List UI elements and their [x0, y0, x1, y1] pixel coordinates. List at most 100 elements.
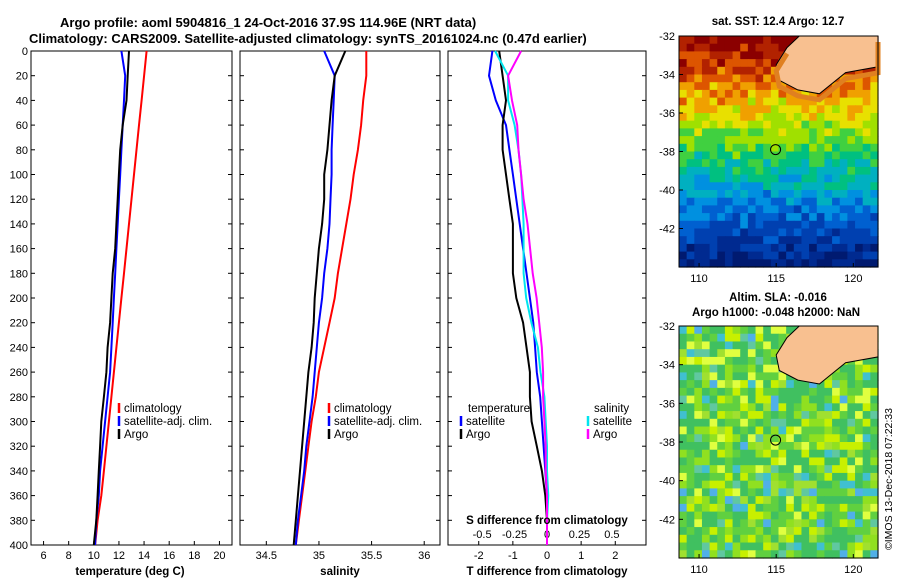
map-cell	[770, 128, 780, 137]
map-cell	[832, 395, 841, 404]
map-cell	[824, 395, 833, 404]
map-cell	[686, 259, 695, 268]
map-cell	[809, 496, 818, 505]
map-cell	[870, 190, 879, 199]
map-cell	[847, 519, 856, 528]
map-cell	[717, 213, 726, 222]
map-cell	[824, 418, 833, 428]
map-cell	[801, 166, 810, 176]
map-cell	[839, 395, 848, 404]
map-cell	[724, 43, 734, 52]
map-cell	[686, 511, 695, 520]
map-cell	[832, 190, 841, 199]
map-cell	[870, 128, 879, 137]
map-cell	[801, 151, 810, 160]
map-cell	[786, 220, 795, 230]
depth-tick-label: 240	[10, 342, 28, 354]
map-cell	[862, 449, 871, 459]
map-cell	[694, 213, 703, 222]
map-cell	[717, 472, 726, 482]
map-cell	[847, 496, 856, 505]
map-cell	[709, 380, 718, 389]
map-cell	[724, 380, 734, 389]
map-cell	[763, 174, 772, 183]
map-cell	[701, 228, 711, 237]
map-cell	[862, 236, 871, 245]
map-cell	[778, 333, 787, 343]
map-cell	[855, 243, 864, 253]
map-cell	[679, 341, 688, 350]
map-cell	[732, 36, 741, 45]
legend-s-argo: Argo	[593, 429, 617, 441]
map-cell	[694, 418, 703, 428]
map-cell	[755, 480, 764, 489]
map-cell	[809, 159, 818, 168]
temperature-panel: 0204060801001201401601802002202402602803…	[10, 46, 233, 578]
map-cell	[839, 542, 848, 551]
map-cell	[824, 97, 833, 106]
map-cell	[793, 480, 803, 489]
map-cell	[847, 228, 856, 237]
t-difference-xlabel: T difference from climatology	[466, 566, 628, 578]
map-cell	[747, 511, 757, 520]
map-cell	[709, 36, 718, 45]
map-cell	[686, 213, 695, 222]
map-cell	[724, 259, 734, 268]
map-cell	[839, 228, 848, 237]
map-cell	[847, 113, 856, 122]
map-cell	[793, 228, 803, 237]
map-cell	[862, 527, 871, 536]
depth-tick-label: 140	[10, 219, 28, 231]
map-cell	[694, 480, 703, 489]
map-cell	[694, 364, 703, 373]
map-cell	[847, 503, 856, 513]
map-cell	[770, 449, 780, 459]
map-cell	[786, 418, 795, 428]
map-cell	[717, 113, 726, 122]
map-cell	[778, 205, 787, 214]
map-cell	[778, 159, 787, 168]
map-cell	[724, 190, 734, 199]
map-cell	[862, 120, 871, 129]
map-cell	[832, 128, 841, 137]
map-cell	[701, 395, 711, 404]
map-cell	[732, 143, 741, 153]
map-cell	[701, 480, 711, 489]
map-cell	[717, 97, 726, 106]
map-cell	[855, 205, 864, 214]
depth-tick-label: 0	[22, 46, 28, 58]
map-cell	[732, 550, 741, 559]
map-cell	[740, 113, 749, 122]
map-cell	[801, 449, 810, 459]
map-cell	[701, 166, 711, 176]
map-cell	[732, 128, 741, 137]
map-cell	[770, 333, 780, 343]
map-cell	[724, 403, 734, 412]
map-cell	[824, 228, 833, 237]
map-cell	[770, 496, 780, 505]
map-cell	[732, 197, 741, 206]
map-cell	[847, 197, 856, 206]
map-cell	[839, 550, 848, 559]
map-cell	[770, 89, 780, 99]
map-cell	[740, 243, 749, 253]
map-cell	[839, 411, 848, 420]
map-cell	[770, 356, 780, 366]
map-cell	[839, 372, 848, 381]
map-cell	[809, 89, 818, 99]
map-cell	[732, 51, 741, 60]
map-cell	[679, 480, 688, 489]
map-cell	[793, 197, 803, 206]
map-cell	[686, 527, 695, 536]
map-cell	[839, 380, 848, 389]
map-cell	[839, 243, 848, 253]
map-cell	[701, 259, 711, 268]
map-cell	[717, 503, 726, 513]
map-cell	[679, 136, 688, 145]
map-cell	[679, 89, 688, 99]
map-cell	[717, 387, 726, 397]
map-cell	[701, 488, 711, 497]
map-cell	[809, 251, 818, 260]
map-cell	[724, 120, 734, 129]
map-cell	[679, 220, 688, 230]
